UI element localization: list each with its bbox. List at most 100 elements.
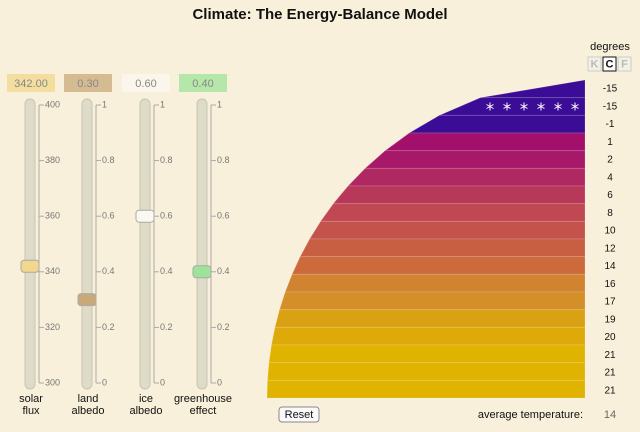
slider-label: ice: [139, 393, 153, 405]
band-temperature: 17: [604, 297, 616, 308]
tick-label: 0.4: [102, 266, 115, 276]
temperature-band: [266, 362, 586, 381]
tick-label: 320: [45, 322, 60, 332]
band-temperature: 1: [607, 137, 613, 148]
tick-label: 0.6: [217, 211, 230, 221]
value-box: [7, 74, 55, 92]
tick-label: 0.8: [217, 155, 230, 165]
ice-flake: [520, 104, 528, 109]
ice-flake: [571, 104, 579, 109]
ice-flake: [503, 104, 511, 109]
band-temperature: 21: [604, 385, 616, 396]
slider-track[interactable]: [196, 98, 208, 390]
ice-flake: [537, 104, 545, 109]
slider-thumb[interactable]: [135, 209, 155, 223]
slider-label: albedo: [129, 405, 162, 417]
tick-label: 0: [102, 377, 107, 387]
slider-label: greenhouse: [174, 393, 232, 405]
value-box-label: 0.60: [135, 78, 156, 90]
band-temperature: -1: [606, 119, 615, 130]
value-box-label: 0.30: [77, 78, 98, 90]
temperature-band: [383, 132, 586, 152]
tick-label: 380: [45, 155, 60, 165]
temperature-band: [268, 344, 586, 364]
slider-thumb[interactable]: [77, 293, 97, 307]
tick-label: 1: [102, 99, 107, 109]
title: Climate: The Energy-Balance Model: [192, 6, 447, 23]
unit-label[interactable]: K: [591, 58, 599, 70]
band-temperature: 4: [607, 172, 613, 183]
slider-label: land: [78, 393, 99, 405]
value-box: [179, 74, 227, 92]
tick-label: 1: [160, 99, 165, 109]
band-temperature: 19: [604, 314, 616, 325]
temperature-band: [319, 203, 586, 222]
tick-label: 0: [217, 377, 222, 387]
tick-label: 0.2: [217, 322, 230, 332]
slider-label: solar: [19, 393, 43, 405]
temperature-band: [346, 167, 586, 187]
slider-thumb[interactable]: [192, 265, 212, 279]
tick-label: 0.4: [217, 266, 230, 276]
ice-flake: [554, 104, 562, 109]
unit-button[interactable]: [602, 56, 617, 72]
temperature-band: [266, 379, 586, 399]
temperature-band: [439, 97, 586, 116]
unit-label[interactable]: F: [621, 58, 628, 70]
band-temperature: 21: [604, 368, 616, 379]
band-temperature: 21: [604, 350, 616, 361]
band-temperature: 10: [604, 226, 616, 237]
slider-track[interactable]: [81, 98, 93, 390]
value-box-label: 342.00: [14, 78, 48, 90]
slider-label: albedo: [71, 405, 104, 417]
band-temperature: -15: [603, 84, 618, 95]
temperature-band: [274, 309, 586, 328]
band-temperature: 16: [604, 279, 616, 290]
tick-label: 0.8: [102, 155, 115, 165]
temperature-band: [278, 291, 586, 311]
temperature-band: [284, 273, 586, 293]
unit-button[interactable]: [617, 56, 632, 72]
tick-label: 0.4: [160, 266, 173, 276]
tick-label: 400: [45, 99, 60, 109]
slider-thumb[interactable]: [20, 259, 40, 273]
temperature-band: [291, 256, 586, 275]
slider-track[interactable]: [24, 98, 36, 390]
tick-label: 0: [160, 377, 165, 387]
band-temperature: -15: [603, 101, 618, 112]
tick-label: 0.6: [160, 211, 173, 221]
band-temperature: 20: [604, 332, 616, 343]
unit-button[interactable]: [587, 56, 602, 72]
ice-flake: [486, 104, 494, 109]
reset-label[interactable]: Reset: [285, 409, 314, 421]
temperature-band: [299, 238, 586, 258]
band-temperature: 8: [607, 208, 613, 219]
reset-button[interactable]: [278, 406, 320, 423]
band-temperature: 12: [604, 243, 616, 254]
tick-label: 1: [217, 99, 222, 109]
tick-label: 0.2: [102, 322, 115, 332]
temperature-band: [407, 114, 586, 134]
band-temperature: 2: [607, 155, 613, 166]
temperature-band: [363, 150, 586, 169]
tick-label: 0.2: [160, 322, 173, 332]
average-label: average temperature:: [478, 409, 583, 421]
value-box: [64, 74, 112, 92]
unit-label[interactable]: C: [606, 58, 614, 70]
band-temperature: 6: [607, 190, 613, 201]
value-box-label: 0.40: [192, 78, 213, 90]
band-temperature: 14: [604, 261, 616, 272]
temperature-band: [270, 326, 586, 346]
temperature-band: [332, 185, 586, 205]
value-box: [122, 74, 170, 92]
average-value: 14: [604, 409, 616, 421]
tick-label: 360: [45, 211, 60, 221]
temperature-band: [308, 220, 586, 240]
tick-label: 0.6: [102, 211, 115, 221]
units-title: degrees: [590, 41, 630, 53]
tick-label: 0.8: [160, 155, 173, 165]
tick-label: 340: [45, 266, 60, 276]
slider-track[interactable]: [139, 98, 151, 390]
slider-label: flux: [22, 405, 40, 417]
